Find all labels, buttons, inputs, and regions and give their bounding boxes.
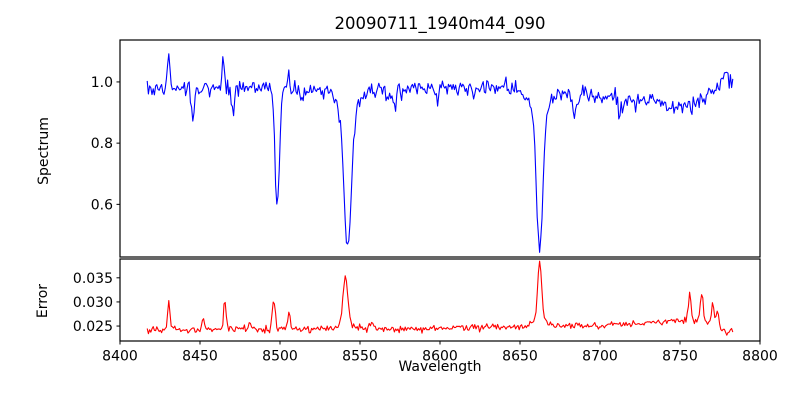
axis-ticks: 8400 8450 8500 8550 8600 8650 8700 8750 8800 0.6 0…	[73, 75, 778, 365]
error-line	[146, 260, 734, 336]
x-tick-label: 8700	[582, 349, 618, 365]
plot-title: 20090711_1940m44_090	[334, 14, 545, 34]
x-tick-label: 8500	[262, 349, 298, 365]
error-y-axis-label: Error	[35, 284, 51, 318]
data-lines	[146, 53, 734, 336]
x-tick-label: 8650	[502, 349, 538, 365]
x-tick-label: 8450	[182, 349, 218, 365]
y-tick-label: 0.030	[73, 295, 113, 311]
spectrum-line	[146, 53, 734, 253]
y-tick-label: 0.6	[91, 197, 113, 213]
x-axis-label: Wavelength	[398, 359, 481, 375]
spectrum-y-axis-label: Spectrum	[36, 117, 52, 185]
x-tick-label: 8600	[422, 349, 458, 365]
x-tick-label: 8400	[102, 349, 138, 365]
y-tick-label: 0.035	[73, 271, 113, 287]
y-tick-label: 1.0	[91, 75, 113, 91]
x-tick-label: 8800	[742, 349, 778, 365]
x-tick-label: 8750	[662, 349, 698, 365]
y-tick-label: 0.8	[91, 136, 113, 152]
spectrum-axes-box	[119, 39, 761, 258]
x-tick-label: 8550	[342, 349, 378, 365]
y-tick-label: 0.025	[73, 319, 113, 335]
